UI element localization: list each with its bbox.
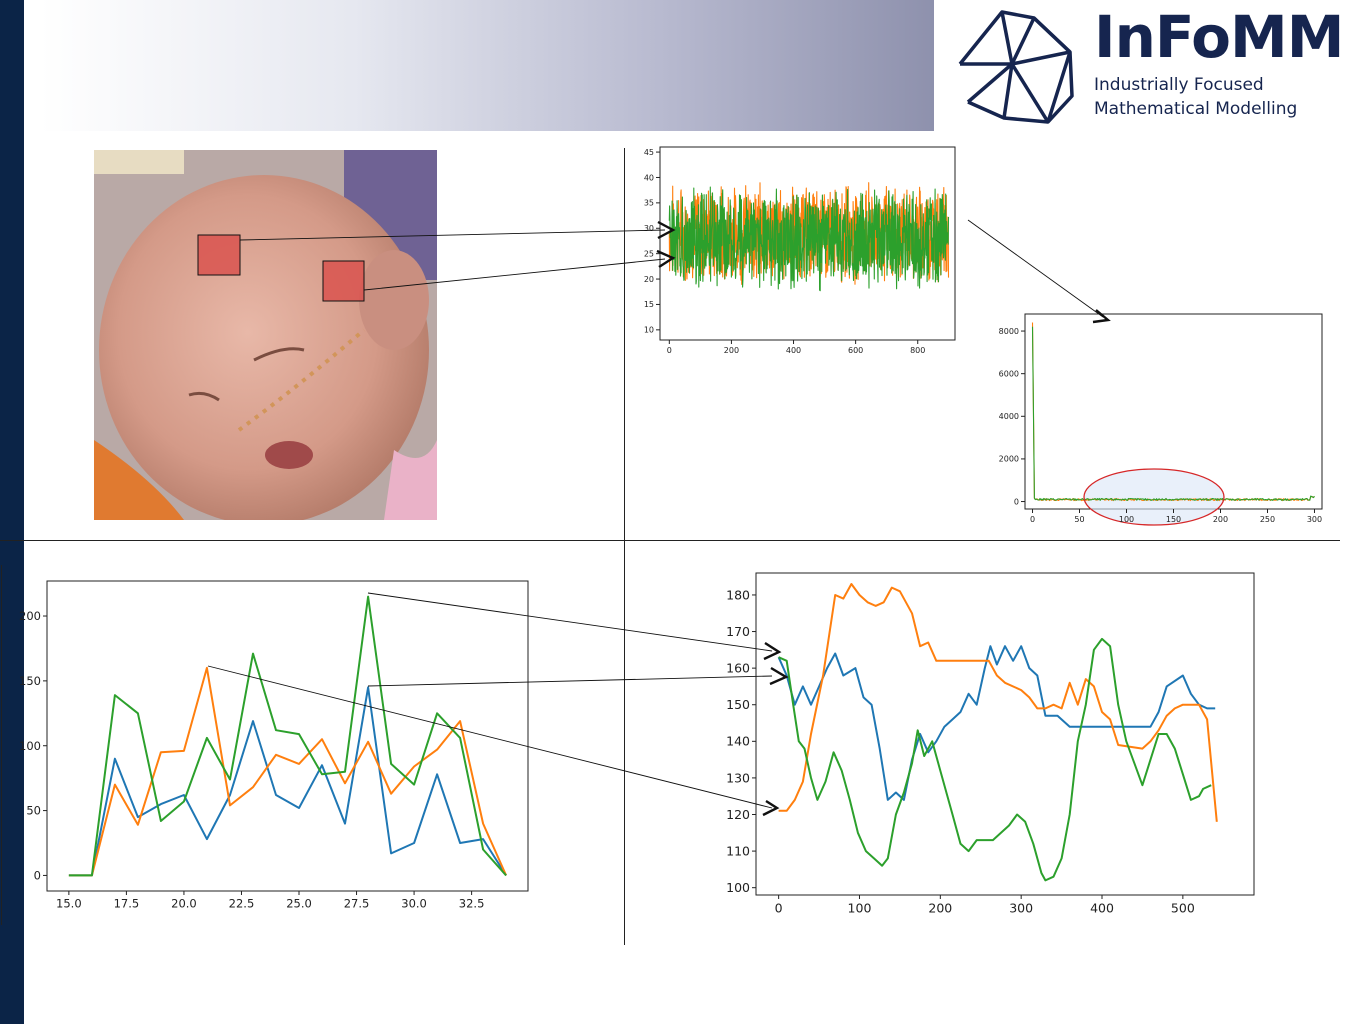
series-line xyxy=(68,666,508,877)
logo-tagline-line1: Industrially Focused xyxy=(1094,75,1264,95)
x-tick-label: 22.5 xyxy=(229,897,255,911)
vertical-divider xyxy=(624,148,625,945)
x-tick-label: 400 xyxy=(1090,901,1114,916)
y-tick-label: 45 xyxy=(644,148,654,157)
x-tick-label: 150 xyxy=(1166,515,1181,524)
x-tick-label: 200 xyxy=(1213,515,1228,524)
series-line xyxy=(1031,326,1315,501)
x-tick-label: 27.5 xyxy=(344,897,370,911)
x-tick-label: 17.5 xyxy=(114,897,140,911)
x-tick-label: 200 xyxy=(928,901,952,916)
spectrum-frame xyxy=(1024,313,1323,510)
arrow-icon xyxy=(656,249,676,269)
infant-face-photo xyxy=(94,150,437,520)
series-line xyxy=(668,186,950,292)
x-tick-label: 800 xyxy=(910,346,925,355)
logo-mark-icon xyxy=(958,10,1074,124)
y-tick-label: 10 xyxy=(644,326,654,335)
band-highlight-fill xyxy=(1084,469,1224,525)
y-tick-label: 0 xyxy=(1014,497,1019,506)
y-tick-label: 120 xyxy=(726,807,750,822)
y-tick-label: 20 xyxy=(644,275,654,284)
x-tick-label: 600 xyxy=(848,346,863,355)
x-tick-label: 20.0 xyxy=(171,897,197,911)
x-tick-label: 100 xyxy=(1119,515,1134,524)
sidebar-stripe xyxy=(0,0,24,1024)
arrow-icon xyxy=(762,799,780,817)
x-tick-label: 250 xyxy=(1260,515,1275,524)
y-tick-label: 50 xyxy=(26,804,41,818)
band-power-frame xyxy=(46,580,529,892)
y-tick-label: 160 xyxy=(726,661,750,676)
arrow-icon xyxy=(763,641,782,661)
x-tick-label: 30.0 xyxy=(401,897,427,911)
spectrum-chart: 0 50 100 150 200 250 300 0 2000 4000 6000 8000 xyxy=(999,313,1323,526)
heart-rate-chart: 0 100 200 300 400 500 100 110 120 130 140 150 160 170… xyxy=(726,572,1255,916)
series-line xyxy=(68,595,507,877)
y-tick-label: 35 xyxy=(644,199,654,208)
heart-rate-frame xyxy=(755,572,1255,896)
x-tick-label: 400 xyxy=(786,346,801,355)
arrow-icon xyxy=(657,220,676,240)
connector-orange-peak xyxy=(207,665,773,809)
horizontal-divider xyxy=(0,540,1340,541)
y-tick-label: 130 xyxy=(726,770,750,785)
y-tick-label: 140 xyxy=(726,734,750,749)
connector-spectrum xyxy=(967,219,1104,318)
connector-blue-peak xyxy=(367,675,773,687)
y-tick-label: 110 xyxy=(726,843,750,858)
x-tick-label: 32.5 xyxy=(459,897,485,911)
x-tick-label: 0 xyxy=(667,346,672,355)
x-tick-label: 100 xyxy=(848,901,872,916)
x-tick-label: 0 xyxy=(1030,515,1035,524)
series-line xyxy=(668,182,950,285)
y-tick-label: 100 xyxy=(726,880,750,895)
x-tick-label: 200 xyxy=(724,346,739,355)
x-tick-label: 25.0 xyxy=(286,897,312,911)
x-tick-label: 300 xyxy=(1307,515,1322,524)
y-tick-label: 2000 xyxy=(999,455,1019,464)
raw-signal-chart: 0 200 400 600 800 10 15 20 25 30 35 40 45 xyxy=(644,146,956,355)
logo-brand: InFoMM xyxy=(1094,3,1344,71)
x-tick-label: 0 xyxy=(775,901,783,916)
raw-signal-frame xyxy=(659,146,956,341)
band-highlight-ellipse xyxy=(1083,468,1225,526)
x-tick-label: 300 xyxy=(1009,901,1033,916)
arrow-icon xyxy=(1092,309,1111,324)
y-tick-label: 180 xyxy=(726,587,750,602)
y-tick-label: 25 xyxy=(644,249,654,258)
y-tick-label: 30 xyxy=(644,224,654,233)
y-tick-label: 15 xyxy=(644,300,654,309)
x-tick-label: 500 xyxy=(1171,901,1195,916)
series-line xyxy=(1031,322,1315,502)
y-tick-label: 6000 xyxy=(999,369,1019,378)
series-line xyxy=(778,583,1218,822)
y-tick-label: 170 xyxy=(726,624,750,639)
arrow-icon xyxy=(769,666,789,686)
title-band xyxy=(40,0,934,131)
x-tick-label: 15.0 xyxy=(56,897,82,911)
y-tick-label: 4000 xyxy=(999,412,1019,421)
connector-green-peak xyxy=(367,592,773,652)
series-line xyxy=(777,645,1216,801)
y-tick-label: 40 xyxy=(644,173,654,182)
logo-tagline-line2: Mathematical Modelling xyxy=(1094,99,1298,119)
arrowheads xyxy=(656,220,1111,817)
infomm-logo: InFoMM Industrially Focused Mathematical… xyxy=(952,4,1344,134)
band-power-chart: 15.0 17.5 20.0 22.5 25.0 27.5 30.0 32.505010015… xyxy=(1,565,529,925)
series-line xyxy=(68,686,507,877)
y-tick-label: 150 xyxy=(726,697,750,712)
series-line xyxy=(778,637,1212,882)
x-tick-label: 50 xyxy=(1074,515,1084,524)
y-tick-label: 0 xyxy=(34,868,41,882)
y-tick-label: 8000 xyxy=(999,327,1019,336)
